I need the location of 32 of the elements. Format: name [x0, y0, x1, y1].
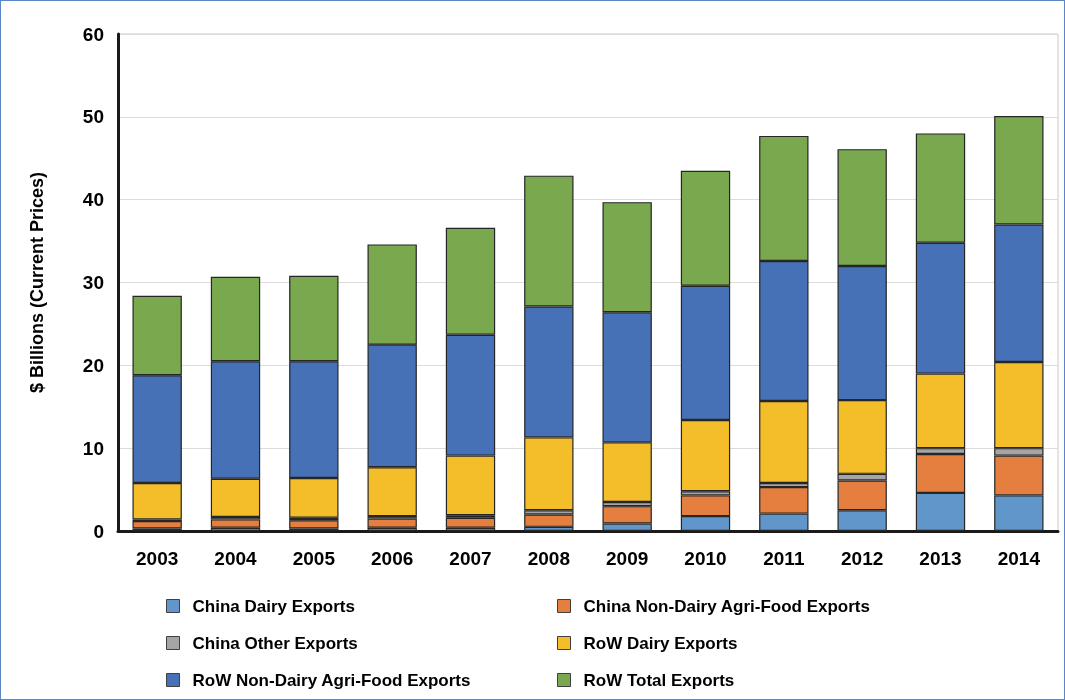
- y-tick-label: 0: [93, 520, 104, 542]
- x-tick-label: 2007: [449, 548, 492, 569]
- legend-label: RoW Non-Dairy Agri-Food Exports: [192, 670, 471, 690]
- bar: [210, 519, 261, 528]
- x-tick-label: 2004: [214, 548, 258, 569]
- bar: [132, 521, 182, 529]
- bar: [289, 520, 339, 529]
- legend-label: China Non-Dairy Agri-Food Exports: [583, 596, 870, 616]
- y-tick-label: 60: [82, 23, 104, 45]
- y-tick-label: 20: [82, 354, 104, 376]
- x-tick-label: 2011: [763, 548, 805, 569]
- x-tick-label: 2009: [606, 548, 649, 569]
- x-tick-label: 2012: [841, 548, 884, 569]
- legend-label: China Other Exports: [192, 633, 358, 653]
- y-tick-label: 30: [82, 272, 104, 293]
- legend-label: RoW Dairy Exports: [583, 633, 738, 653]
- legend-label: RoW Total Exports: [583, 670, 735, 690]
- y-tick-label: 50: [82, 106, 104, 128]
- y-axis-title: $ Billions (Current Prices): [27, 171, 47, 394]
- bar: [367, 518, 417, 528]
- x-tick-label: 2005: [292, 548, 336, 569]
- x-tick-label: 2013: [919, 548, 962, 569]
- x-tick-label: 2006: [371, 548, 414, 569]
- x-tick-label: 2014: [997, 548, 1041, 569]
- legend-label: China Dairy Exports: [192, 596, 355, 616]
- y-tick-label: 10: [82, 437, 104, 459]
- bar: [445, 517, 496, 528]
- y-tick-label: 40: [82, 189, 104, 211]
- bar: [524, 514, 574, 527]
- x-tick-label: 2008: [527, 548, 570, 569]
- x-tick-label: 2003: [136, 548, 179, 569]
- x-tick-label: 2010: [684, 548, 727, 569]
